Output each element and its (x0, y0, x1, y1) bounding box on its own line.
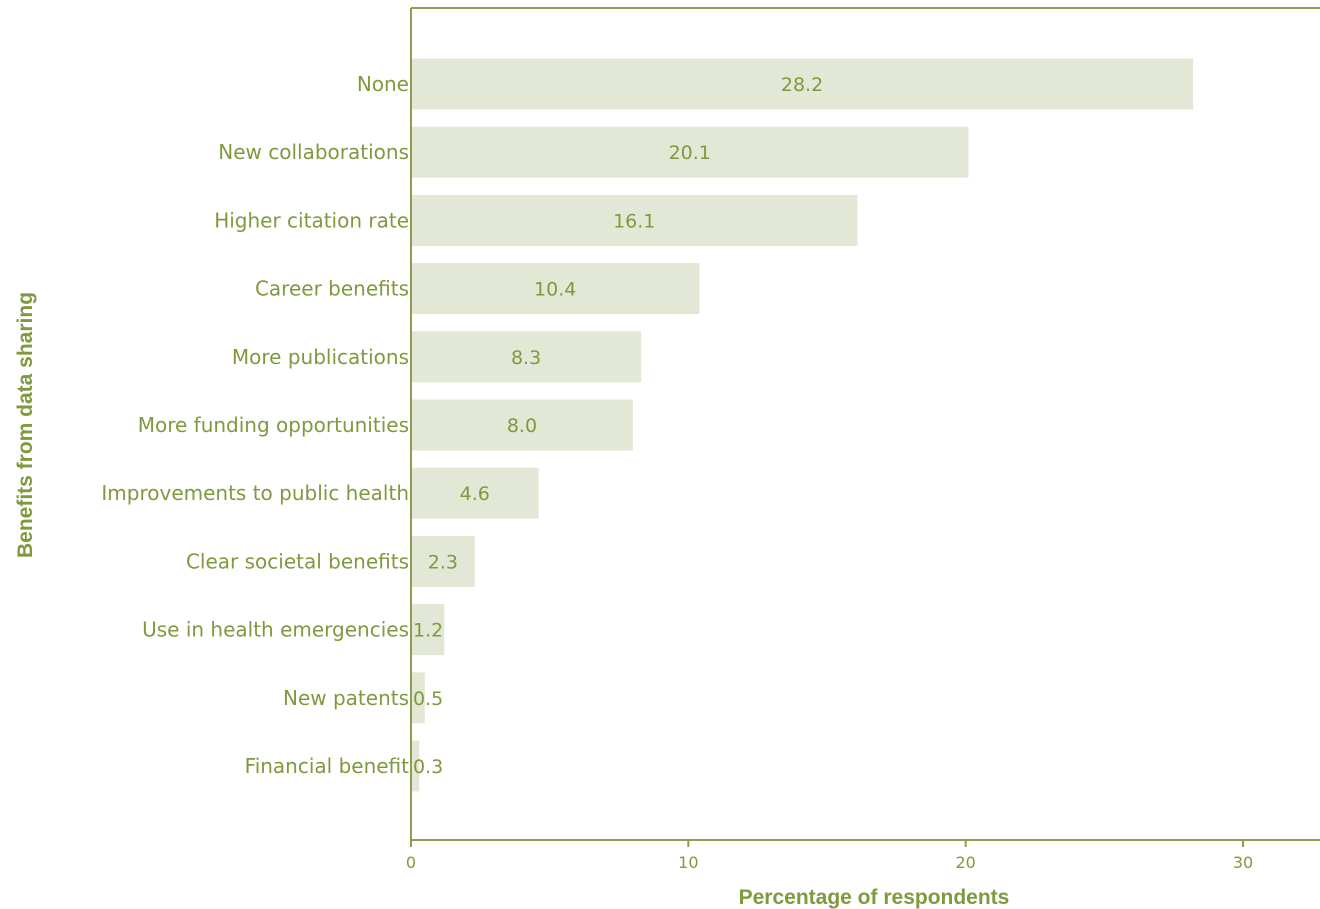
category-label-6: Improvements to public health (101, 481, 409, 505)
category-label-0: None (357, 72, 409, 96)
category-label-3: Career benefits (255, 277, 409, 301)
bar-8 (411, 604, 445, 656)
bar-1 (411, 126, 969, 178)
category-label-8: Use in health emergencies (142, 618, 409, 642)
value-label-10: 0.3 (413, 756, 443, 778)
x-tick-label-0: 0 (406, 853, 416, 872)
value-label-8: 1.2 (413, 620, 443, 642)
bar-2 (411, 194, 858, 246)
bar-3 (411, 263, 700, 315)
bar-0 (411, 58, 1194, 110)
bar-6 (411, 467, 539, 519)
x-tick-label-2: 20 (955, 853, 975, 872)
axes-layer: 0 10 20 30 (406, 7, 1320, 872)
value-label-1: 20.1 (669, 142, 711, 164)
category-label-10: Financial benefit (245, 754, 410, 778)
y-axis-title: Benefits from data sharing (14, 292, 37, 558)
category-label-5: More funding opportunities (138, 413, 409, 437)
category-label-4: More publications (232, 345, 409, 369)
bar-5 (411, 399, 633, 451)
category-label-2: Higher citation rate (214, 208, 409, 232)
value-label-7: 2.3 (428, 551, 458, 573)
x-tick-label-3: 30 (1233, 853, 1253, 872)
bars-layer (411, 58, 1194, 792)
value-label-6: 4.6 (460, 483, 490, 505)
category-label-7: Clear societal benefits (186, 549, 409, 573)
value-label-5: 8.0 (507, 415, 537, 437)
x-tick-label-1: 10 (678, 853, 698, 872)
x-axis-title: Percentage of respondents (739, 886, 1010, 909)
value-label-9: 0.5 (413, 688, 443, 710)
bar-4 (411, 331, 642, 383)
value-label-4: 8.3 (511, 347, 541, 369)
bar-9 (411, 672, 425, 724)
value-label-3: 10.4 (534, 279, 576, 301)
bar-10 (411, 740, 420, 792)
category-label-1: New collaborations (218, 140, 409, 164)
bar-7 (411, 535, 475, 587)
category-label-9: New patents (283, 686, 409, 710)
labels-layer: None 28.2 New collaborations 20.1 Higher cit… (101, 72, 823, 778)
value-label-0: 28.2 (781, 74, 823, 96)
value-label-2: 16.1 (613, 210, 655, 232)
